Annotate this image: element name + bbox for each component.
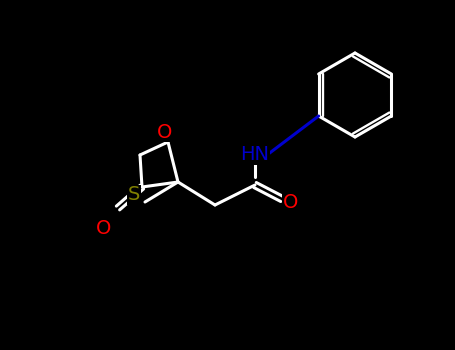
- Text: O: O: [96, 218, 111, 238]
- Text: O: O: [157, 122, 173, 141]
- Text: O: O: [283, 193, 298, 211]
- Text: S: S: [128, 186, 140, 204]
- Text: HN: HN: [241, 146, 269, 164]
